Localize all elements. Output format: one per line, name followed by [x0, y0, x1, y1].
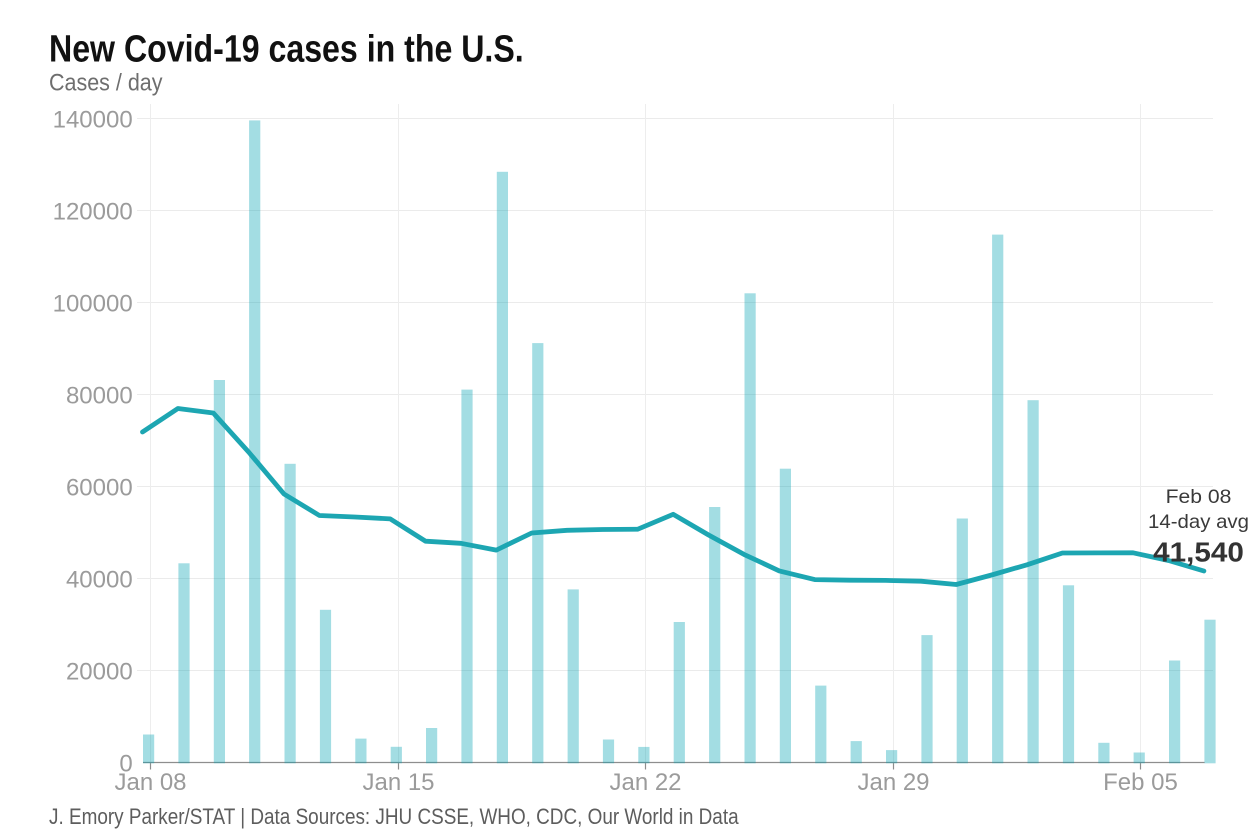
- svg-text:Feb 08: Feb 08: [1166, 486, 1232, 508]
- svg-text:Feb 05: Feb 05: [1103, 769, 1178, 796]
- svg-text:20000: 20000: [66, 659, 133, 686]
- svg-text:Cases / day: Cases / day: [49, 70, 163, 97]
- svg-text:100000: 100000: [53, 291, 133, 318]
- svg-text:140000: 140000: [53, 107, 133, 134]
- svg-text:New Covid-19 cases in the U.S.: New Covid-19 cases in the U.S.: [49, 29, 524, 71]
- svg-text:J. Emory Parker/STAT | Data So: J. Emory Parker/STAT | Data Sources: JHU…: [49, 804, 739, 829]
- svg-text:41,540: 41,540: [1153, 537, 1244, 568]
- svg-text:120000: 120000: [53, 199, 133, 226]
- svg-text:Jan 15: Jan 15: [362, 769, 434, 796]
- svg-text:14-day avg: 14-day avg: [1148, 511, 1249, 533]
- svg-text:80000: 80000: [66, 383, 133, 410]
- svg-text:Jan 29: Jan 29: [857, 769, 929, 796]
- svg-text:Jan 22: Jan 22: [609, 769, 681, 796]
- svg-text:60000: 60000: [66, 475, 133, 502]
- svg-text:0: 0: [119, 751, 132, 778]
- svg-text:40000: 40000: [66, 567, 133, 594]
- svg-text:Jan 08: Jan 08: [114, 769, 186, 796]
